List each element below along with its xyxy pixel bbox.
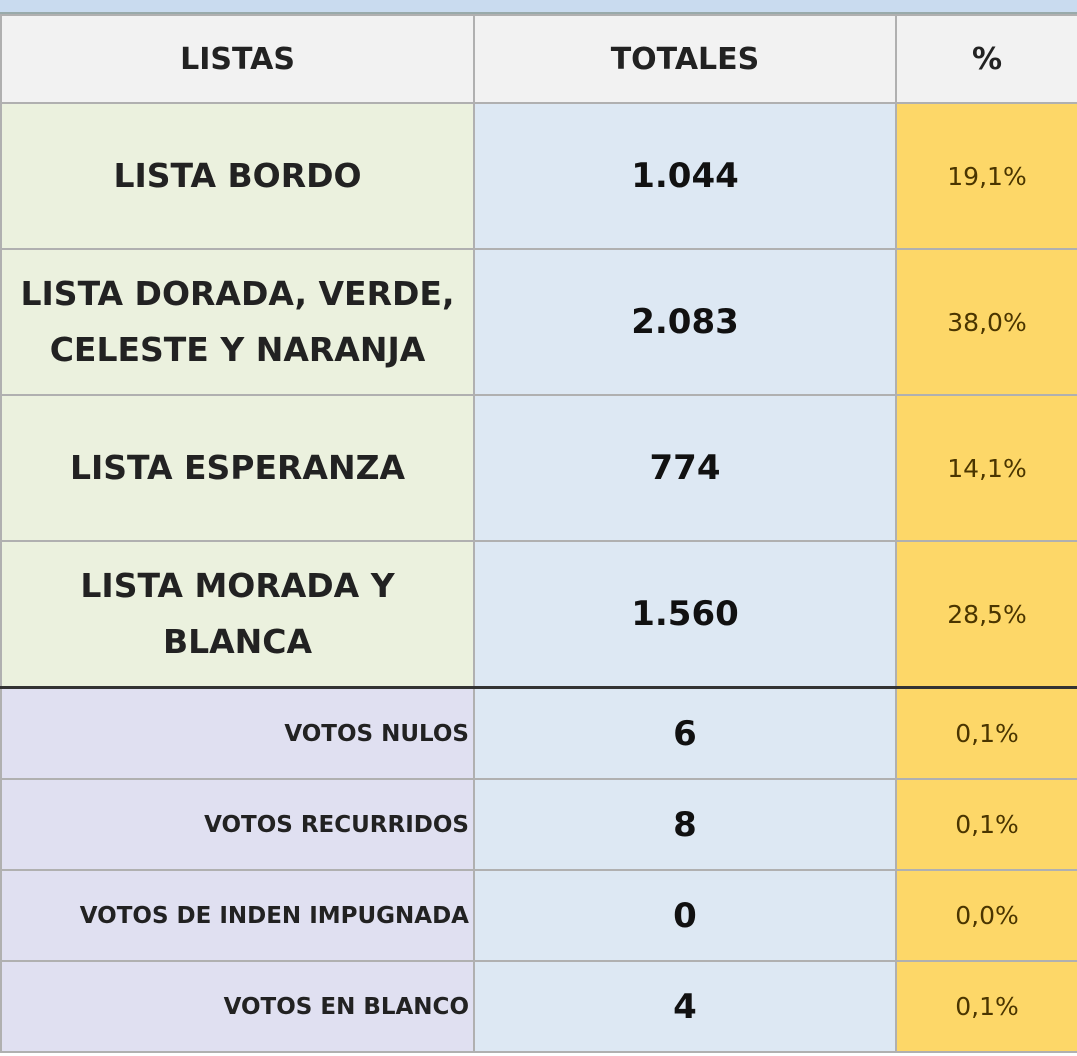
total: 6 — [473, 686, 897, 780]
list-name: VOTOS RECURRIDOS — [0, 778, 475, 871]
total: 1.044 — [473, 102, 897, 250]
table-row: VOTOS RECURRIDOS 8 0,1% — [0, 778, 1077, 871]
list-name: LISTA ESPERANZA — [0, 394, 475, 542]
top-band — [0, 0, 1077, 14]
percent: 38,0% — [895, 248, 1077, 396]
list-name: LISTA DORADA, VERDE, CELESTE Y NARANJA — [0, 248, 475, 396]
total: 2.083 — [473, 248, 897, 396]
table-row: VOTOS EN BLANCO 4 0,1% — [0, 960, 1077, 1053]
table-body: LISTA BORDO 1.044 19,1% LISTA DORADA, VERDE… — [0, 102, 1077, 1053]
percent: 0,1% — [895, 686, 1077, 780]
percent: 0,0% — [895, 869, 1077, 962]
table-row: LISTA DORADA, VERDE, CELESTE Y NARANJA 2.… — [0, 248, 1077, 396]
list-name: LISTA MORADA Y BLANCA — [0, 540, 475, 689]
percent: 0,1% — [895, 778, 1077, 871]
total: 774 — [473, 394, 897, 542]
percent: 0,1% — [895, 960, 1077, 1053]
table-row: LISTA ESPERANZA 774 14,1% — [0, 394, 1077, 542]
percent: 19,1% — [895, 102, 1077, 250]
header-cell: % — [895, 14, 1077, 104]
list-name: LISTA BORDO — [0, 102, 475, 250]
percent: 14,1% — [895, 394, 1077, 542]
table-row: LISTA MORADA Y BLANCA 1.560 28,5% — [0, 540, 1077, 689]
total: 4 — [473, 960, 897, 1053]
table-row: VOTOS DE INDEN IMPUGNADA 0 0,0% — [0, 869, 1077, 962]
results-table: LISTAS TOTALES% LISTA BORDO 1.044 19,1% LIST… — [0, 14, 1077, 1053]
total: 8 — [473, 778, 897, 871]
total: 1.560 — [473, 540, 897, 689]
header-row: LISTAS TOTALES% — [0, 14, 1077, 104]
total: 0 — [473, 869, 897, 962]
percent: 28,5% — [895, 540, 1077, 689]
header-cell: LISTAS — [0, 14, 475, 104]
table-row: VOTOS NULOS 6 0,1% — [0, 686, 1077, 780]
table-row: LISTA BORDO 1.044 19,1% — [0, 102, 1077, 250]
list-name: VOTOS NULOS — [0, 686, 475, 780]
header-cell: TOTALES — [473, 14, 897, 104]
list-name: VOTOS EN BLANCO — [0, 960, 475, 1053]
list-name: VOTOS DE INDEN IMPUGNADA — [0, 869, 475, 962]
